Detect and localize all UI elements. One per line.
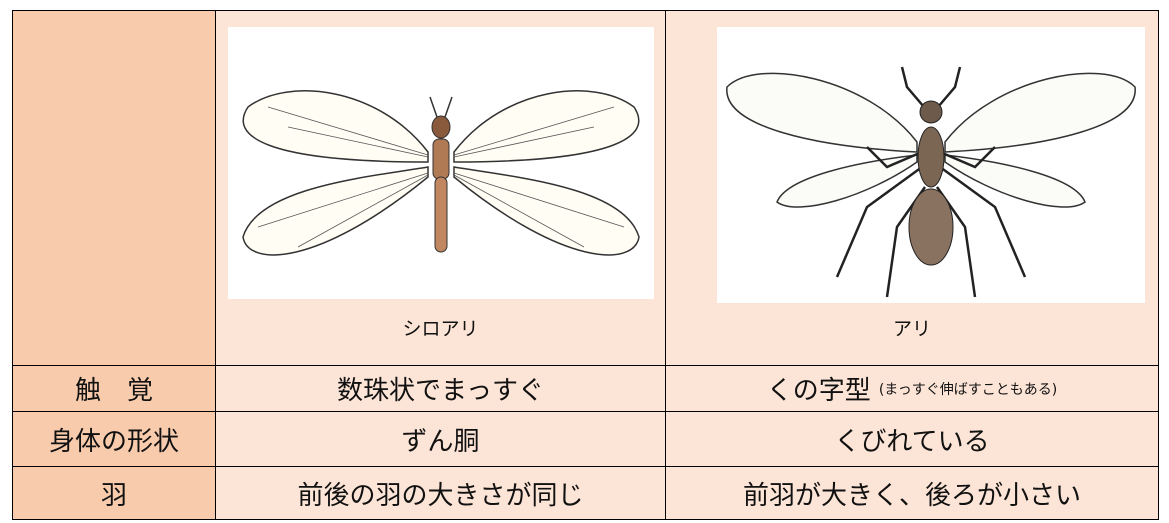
cell-note: (まっすぐ伸ばすこともある) xyxy=(878,381,1058,398)
cell: 数珠状でまっすぐ xyxy=(215,365,666,412)
cell: くの字型 (まっすぐ伸ばすこともある) xyxy=(665,365,1159,412)
cell: ずん胴 xyxy=(215,411,666,467)
termite-cell: シロアリ xyxy=(215,10,666,366)
cell-text: くの字型 xyxy=(766,376,871,406)
row-label: 羽 xyxy=(12,466,216,520)
species-caption: シロアリ xyxy=(402,318,479,340)
ant-cell: アリ xyxy=(665,10,1159,366)
row-label: 身体の形状 xyxy=(12,411,216,467)
cell: 前後の羽の大きさが同じ xyxy=(215,466,666,520)
ant-illustration xyxy=(717,27,1145,303)
row-label: 触 覚 xyxy=(12,365,216,412)
cell: 前羽が大きく、後ろが小さい xyxy=(665,466,1159,520)
cell: くびれている xyxy=(665,411,1159,467)
species-caption: アリ xyxy=(892,318,931,340)
termite-illustration xyxy=(228,27,654,299)
corner-cell xyxy=(12,10,216,366)
